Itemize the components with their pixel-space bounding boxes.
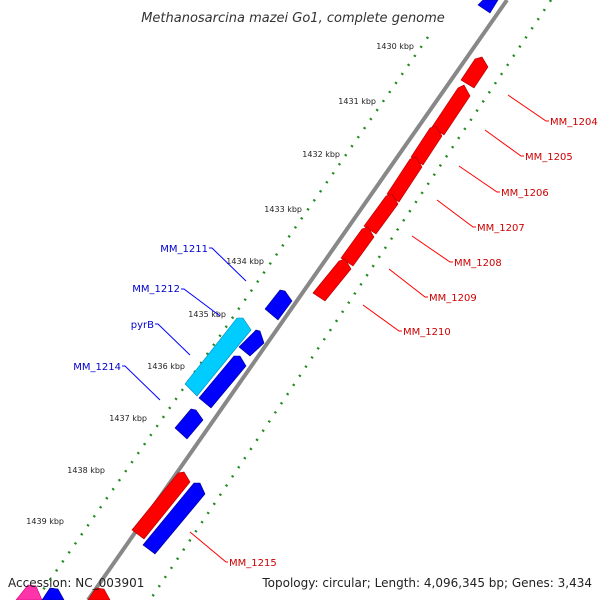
forward-leader-lines (189, 94, 549, 563)
gene-label-pyrb: pyrB (131, 320, 154, 331)
gene-label-mm-1205: MM_1205 (525, 152, 573, 163)
ruler-label: 1432 kbp (302, 150, 340, 159)
ruler-label: 1437 kbp (109, 414, 147, 423)
accession-text: Accession: NC_003901 (8, 576, 144, 590)
gene-mm-1208[interactable] (363, 193, 399, 235)
inner-tick-ring (34, 36, 430, 600)
gene-mm-1207[interactable] (386, 156, 423, 203)
ruler-label: 1438 kbp (67, 466, 105, 475)
ruler-label: 1431 kbp (338, 97, 376, 106)
ruler-label: 1436 kbp (147, 362, 185, 371)
gene-blue-edge[interactable] (41, 587, 65, 600)
gene-mm-1212[interactable] (238, 329, 265, 357)
ruler-label: 1435 kbp (188, 310, 226, 319)
gene-label-mm-1212: MM_1212 (132, 284, 180, 295)
gene-red-edge[interactable] (87, 587, 111, 600)
gene-pyrb[interactable] (184, 317, 252, 397)
outer-tick-ring (148, 0, 553, 600)
gene-label-mm-1206: MM_1206 (501, 188, 549, 199)
gene-mm-1209[interactable] (340, 226, 375, 267)
leader-line (155, 323, 191, 356)
gene-label-mm-1207: MM_1207 (477, 223, 525, 234)
gene-mm-1206[interactable] (410, 125, 443, 166)
gene-reverse-small[interactable] (174, 408, 204, 440)
gene-mm-1214[interactable] (198, 355, 247, 409)
reverse-leader-lines (122, 247, 247, 401)
gene-label-mm-1208: MM_1208 (454, 258, 502, 269)
topology-summary: Topology: circular; Length: 4,096,345 bp… (261, 576, 592, 590)
gene-label-mm-1214: MM_1214 (73, 362, 121, 373)
gene-magenta-edge[interactable] (15, 584, 43, 600)
ruler-label: 1433 kbp (264, 205, 302, 214)
leader-line (436, 199, 476, 228)
gene-label-mm-1204: MM_1204 (550, 117, 598, 128)
gene-mm-1204[interactable] (460, 56, 489, 89)
gene-label-mm-1210: MM_1210 (403, 327, 451, 338)
leader-line (189, 531, 228, 563)
leader-line (411, 235, 453, 263)
leader-line (122, 365, 161, 401)
gene-reverse-top[interactable] (477, 0, 499, 14)
leader-line (181, 288, 221, 317)
leader-line (484, 129, 524, 157)
leader-line (362, 304, 402, 332)
leader-line (388, 268, 428, 298)
leader-line (209, 247, 247, 282)
gene-mm-1205[interactable] (431, 84, 471, 136)
gene-mm-1215[interactable] (131, 471, 191, 540)
leader-line (507, 94, 549, 122)
map-title: Methanosarcina mazei Go1, complete genom… (141, 11, 445, 26)
ruler-label: 1430 kbp (376, 42, 414, 51)
gene-mm-1210[interactable] (312, 258, 352, 302)
gene-label-mm-1209: MM_1209 (429, 293, 477, 304)
leader-line (458, 165, 500, 193)
gene-label-mm-1211: MM_1211 (160, 244, 208, 255)
gene-label-mm-1215: MM_1215 (229, 558, 277, 569)
ruler-label: 1434 kbp (226, 257, 264, 266)
gene-mm-1211[interactable] (264, 289, 293, 321)
ruler-label: 1439 kbp (26, 517, 64, 526)
gene-reverse-bottom[interactable] (142, 482, 206, 555)
